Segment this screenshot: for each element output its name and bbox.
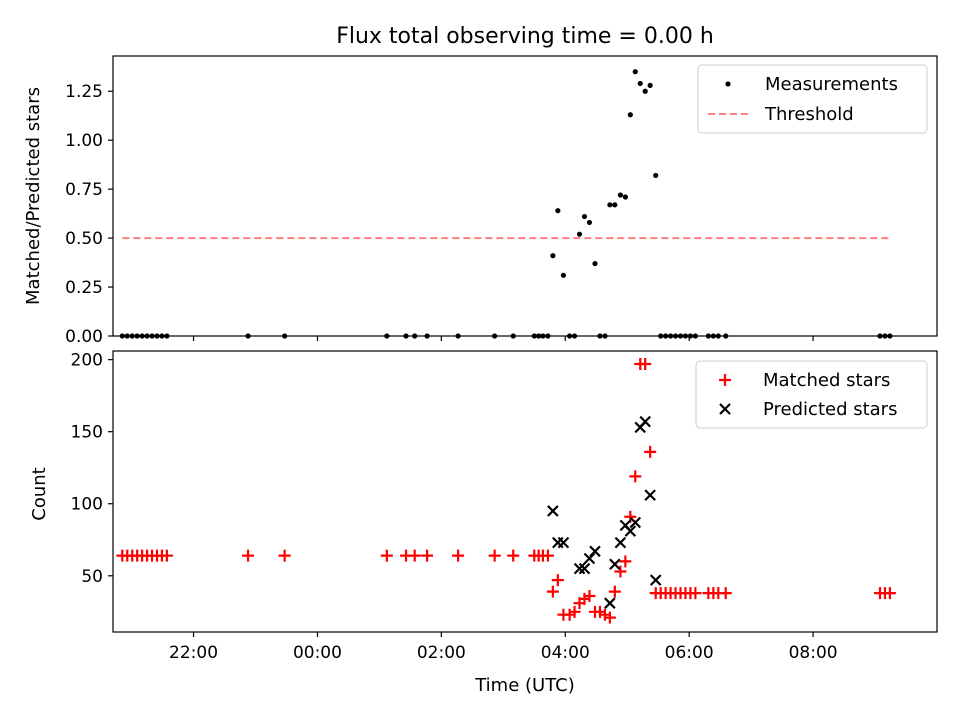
measurements-point <box>592 260 598 267</box>
matched-stars-point <box>608 585 621 598</box>
star-count-panel: Count Time (UTC) 22:00 00:00 02:00 04:00 06:… <box>29 350 938 696</box>
matched-stars-point <box>546 585 559 598</box>
top-y-axis-label: Matched/Predicted stars <box>23 87 44 305</box>
measurements-point <box>550 253 556 259</box>
matched-stars-point <box>278 549 291 562</box>
legend-predicted-label: Predicted stars <box>763 399 897 420</box>
y-tick-label: 150 <box>71 423 103 443</box>
x-tick-label: 08:00 <box>789 643 838 663</box>
y-tick-label: 100 <box>71 495 103 515</box>
legend-matched-marker <box>719 374 731 386</box>
matched-stars-point <box>507 549 520 562</box>
predicted-stars-point <box>649 574 662 586</box>
y-tick-label: 50 <box>81 567 103 587</box>
predicted-stars-point <box>604 597 616 609</box>
measurements-point <box>632 69 638 75</box>
predicted-stars-point <box>547 505 559 517</box>
matched-stars-point <box>619 555 632 568</box>
predicted-stars-point <box>557 536 570 549</box>
matched-stars-point <box>883 587 896 600</box>
matched-stars-point <box>629 470 642 483</box>
legend-measurements-label: Measurements <box>765 74 898 95</box>
matched-stars-point <box>689 587 702 600</box>
legend-predicted-marker <box>719 403 731 415</box>
bottom-plot-frame <box>112 350 938 633</box>
matched-stars-point <box>160 549 173 562</box>
predicted-stars-point <box>583 552 596 565</box>
y-tick-label: 0.25 <box>65 278 103 298</box>
bottom-y-axis-label: Count <box>29 467 50 520</box>
y-tick-label: 200 <box>71 351 103 371</box>
measurements-point <box>622 194 628 200</box>
x-tick-label: 00:00 <box>293 643 342 663</box>
predicted-stars-point <box>609 558 621 571</box>
matched-stars-point <box>488 549 501 562</box>
predicted-stars-point <box>639 415 651 428</box>
predicted-stars-point <box>624 525 637 537</box>
legend-matched-label: Matched stars <box>763 370 890 391</box>
measurements-point <box>555 208 561 214</box>
top-legend: Measurements Threshold <box>697 64 928 134</box>
y-tick-label: 1.00 <box>65 131 103 151</box>
matched-stars-point <box>421 549 434 562</box>
predicted-stars-point <box>573 562 586 575</box>
flux-ratio-panel: Flux total observing time = 0.00 h Match… <box>23 24 938 347</box>
matched-stars-point <box>568 605 581 618</box>
matched-stars-point <box>719 587 732 600</box>
measurements-point <box>642 88 648 94</box>
legend-measurements-marker <box>725 81 731 87</box>
measurements-point <box>637 80 643 87</box>
measurements-point <box>617 192 624 198</box>
measurements-point <box>647 82 653 88</box>
x-tick-label: 06:00 <box>665 643 714 663</box>
matched-stars-point <box>408 549 421 562</box>
x-tick-label: 22:00 <box>169 643 218 663</box>
matched-stars-point <box>644 445 657 458</box>
measurements-point <box>612 202 618 208</box>
matched-stars-point <box>541 549 554 562</box>
measurements-point <box>607 202 613 208</box>
predicted-stars-point <box>589 545 601 558</box>
predicted-stars-point <box>614 536 627 549</box>
bottom-legend: Matched stars Predicted stars <box>695 360 928 429</box>
matched-stars-point <box>242 549 255 562</box>
x-axis-label: Time (UTC) <box>474 675 575 696</box>
predicted-stars-point <box>629 516 642 529</box>
x-tick-label: 02:00 <box>417 643 466 663</box>
matched-stars-point <box>380 549 393 562</box>
measurements-point <box>627 112 633 118</box>
y-tick-label: 1.25 <box>65 82 103 102</box>
matched-stars-point <box>639 357 652 370</box>
predicted-stars-point <box>578 562 591 575</box>
measurements-point <box>586 219 593 226</box>
matched-stars-point <box>551 574 564 587</box>
y-tick-label: 0.75 <box>65 180 103 200</box>
y-tick-label: 0.50 <box>65 229 103 249</box>
measurements-point <box>560 272 567 278</box>
chart-title: Flux total observing time = 0.00 h <box>336 24 714 49</box>
y-tick-label: 0.00 <box>65 327 103 347</box>
measurements-point <box>653 172 659 179</box>
matched-stars-point <box>614 565 627 578</box>
measurements-point <box>581 213 588 220</box>
legend-threshold-label: Threshold <box>764 104 854 125</box>
top-plot-frame <box>112 55 938 337</box>
x-tick-label: 04:00 <box>541 643 590 663</box>
predicted-stars-point <box>644 489 656 501</box>
matched-stars-point <box>603 611 616 624</box>
measurements-point <box>576 231 583 237</box>
matched-stars-point <box>452 549 465 562</box>
matched-stars-point <box>583 589 596 602</box>
